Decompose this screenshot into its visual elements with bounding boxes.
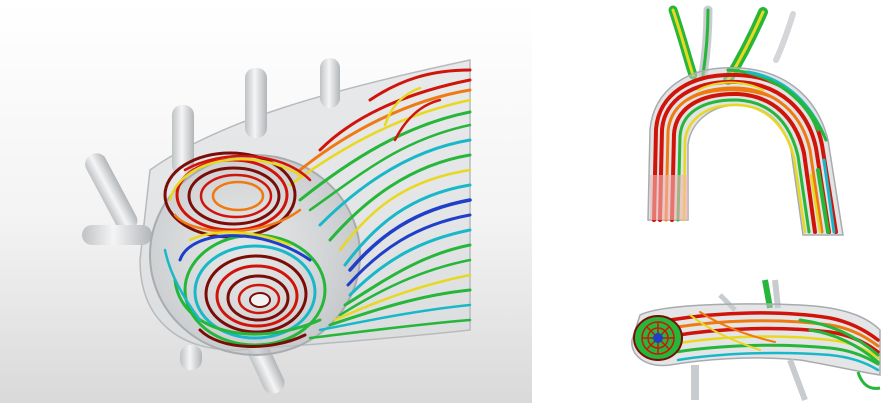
top-view-streamlines [668, 311, 880, 372]
main-streamlines [288, 68, 472, 340]
arch-streamline-image [628, 0, 886, 240]
aortic-arch-cross-section-vortex [0, 0, 532, 403]
vortex-streamline-image [0, 0, 532, 403]
aortic-arch-top-view [600, 260, 886, 403]
arch-top-streamline-image [600, 260, 886, 403]
arch-streamlines [652, 68, 838, 234]
lower-vortex [163, 231, 327, 348]
upper-vortex [163, 151, 312, 239]
aortic-arch-side-view [628, 0, 886, 240]
